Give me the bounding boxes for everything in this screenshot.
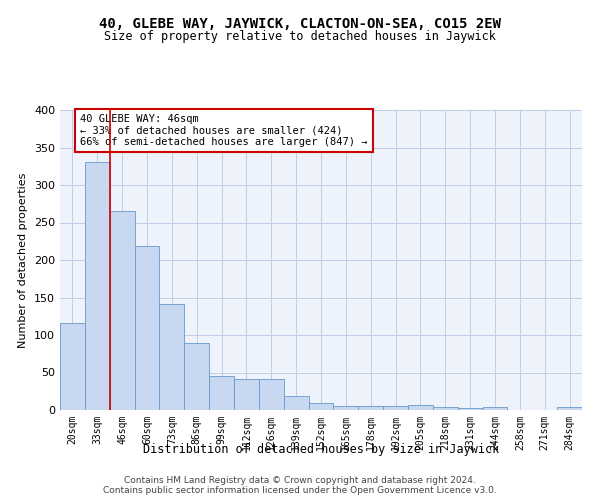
Bar [308,402,334,410]
Bar [160,304,184,410]
Bar [134,246,160,410]
Bar [209,376,234,410]
Text: 40 GLEBE WAY: 46sqm
← 33% of detached houses are smaller (424)
66% of semi-detac: 40 GLEBE WAY: 46sqm ← 33% of detached ho… [80,114,367,147]
Text: Contains public sector information licensed under the Open Government Licence v3: Contains public sector information licen… [103,486,497,495]
Bar [383,406,408,410]
Y-axis label: Number of detached properties: Number of detached properties [19,172,28,348]
Bar [110,210,134,410]
Bar [85,162,110,410]
Bar [557,407,582,410]
Bar [259,378,284,410]
Bar [482,407,508,410]
Bar [433,407,458,410]
Text: Size of property relative to detached houses in Jaywick: Size of property relative to detached ho… [104,30,496,43]
Text: Distribution of detached houses by size in Jaywick: Distribution of detached houses by size … [143,442,499,456]
Bar [408,405,433,410]
Bar [184,342,209,410]
Bar [284,396,308,410]
Text: 40, GLEBE WAY, JAYWICK, CLACTON-ON-SEA, CO15 2EW: 40, GLEBE WAY, JAYWICK, CLACTON-ON-SEA, … [99,18,501,32]
Bar [358,406,383,410]
Text: Contains HM Land Registry data © Crown copyright and database right 2024.: Contains HM Land Registry data © Crown c… [124,476,476,485]
Bar [60,323,85,410]
Bar [458,408,482,410]
Bar [234,378,259,410]
Bar [334,406,358,410]
